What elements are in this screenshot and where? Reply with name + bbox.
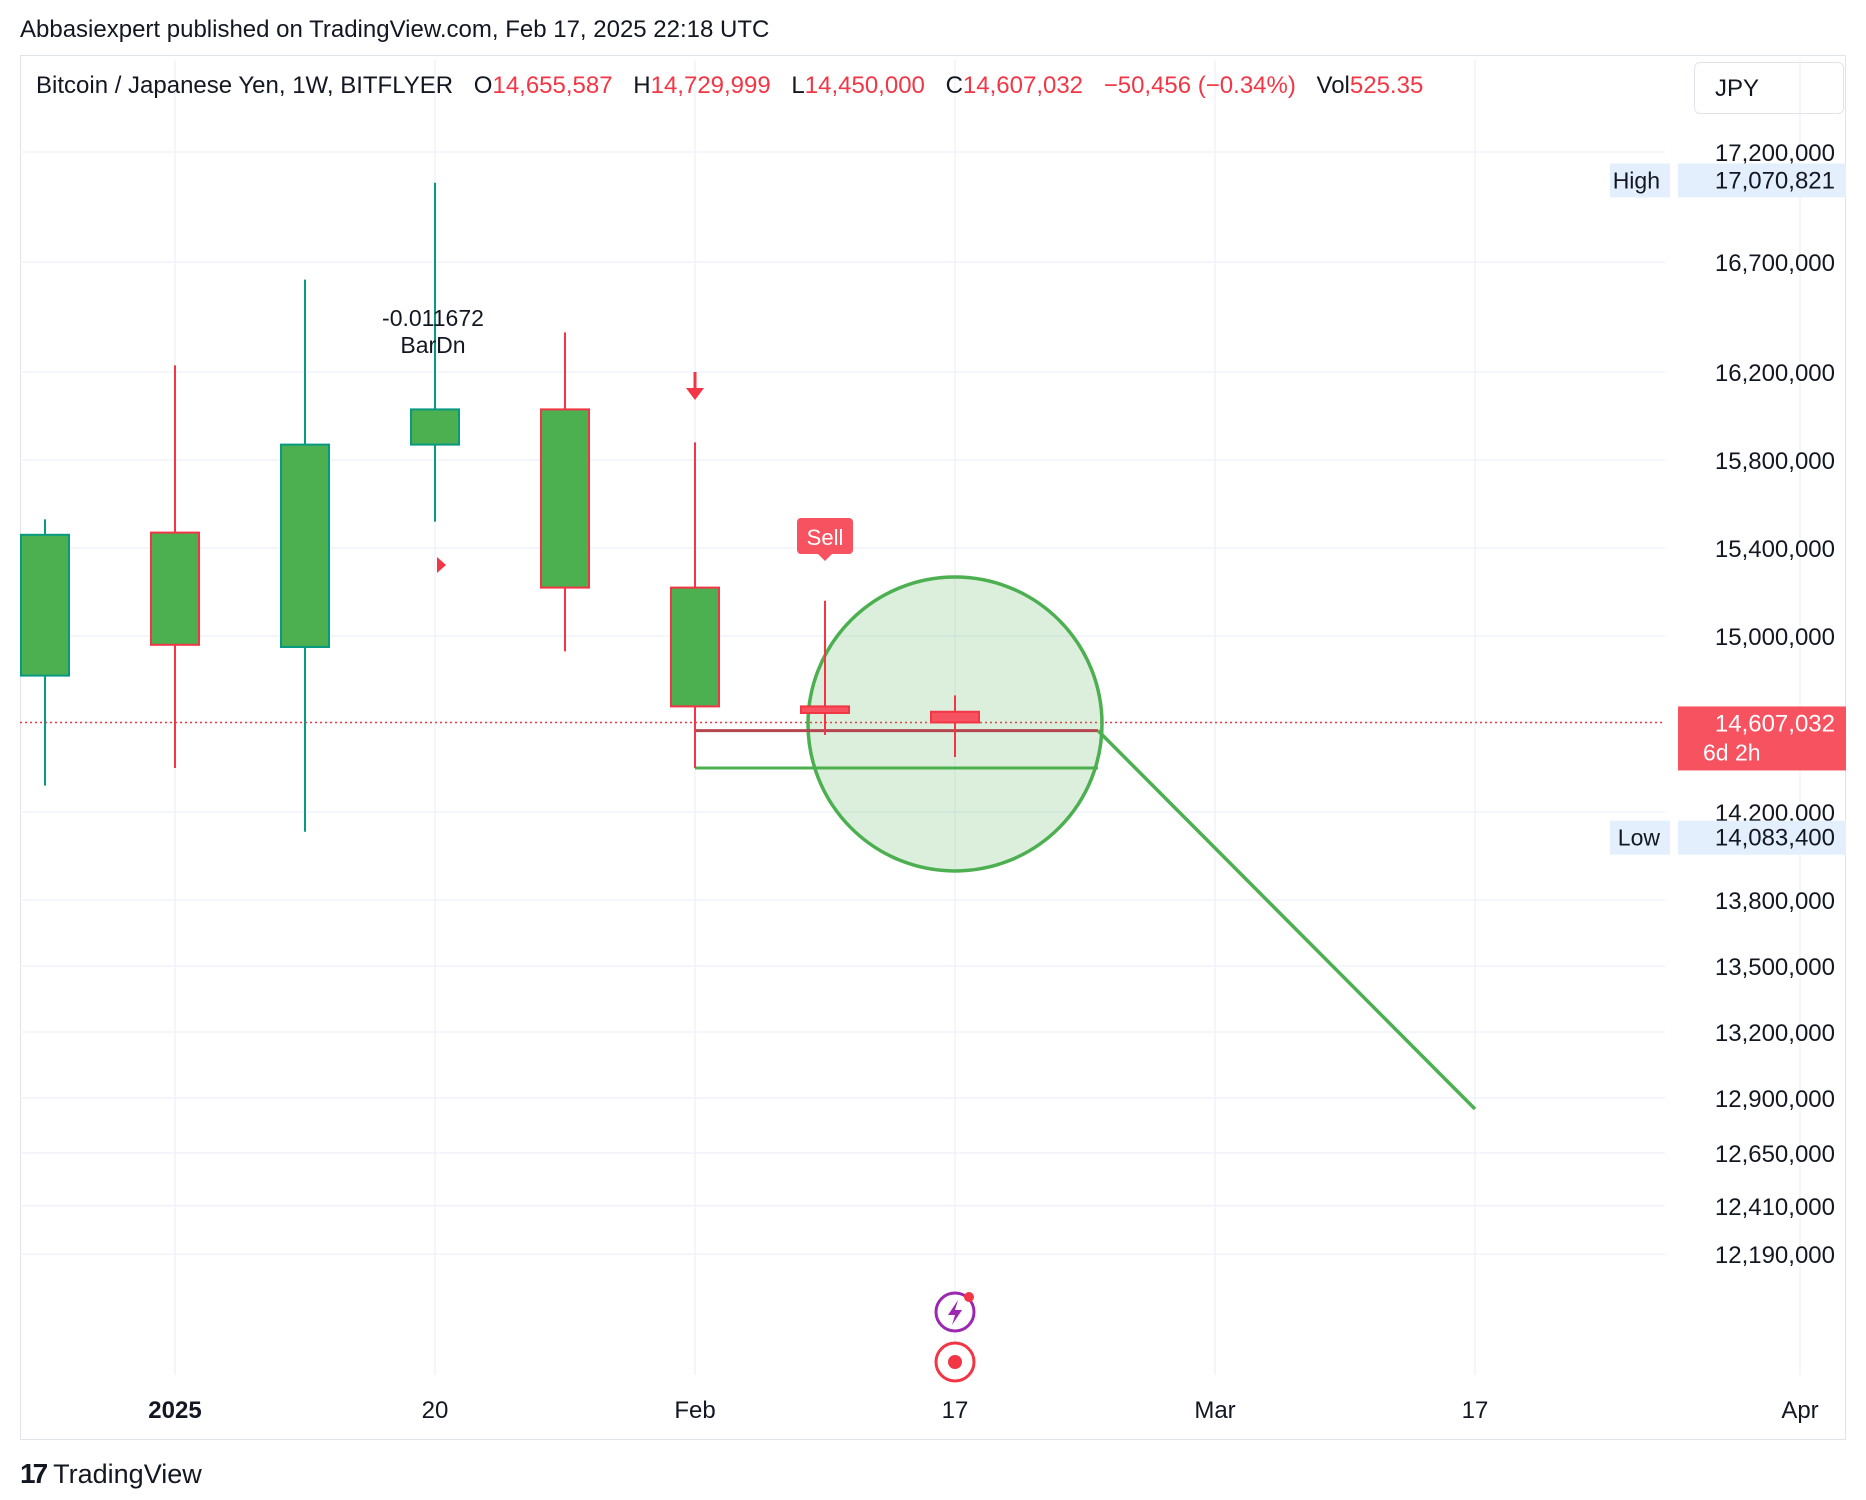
last-price-badge — [1678, 706, 1846, 771]
symbol-name: Bitcoin / Japanese Yen, 1W, BITFLYER — [36, 72, 454, 99]
high-marker-value: 17,070,821 — [1715, 167, 1835, 194]
publisher-line: Abbasiexpert published on TradingView.co… — [20, 16, 770, 43]
high-marker-value-bg — [1678, 163, 1846, 198]
candle-body — [540, 408, 590, 589]
candle-body — [930, 710, 980, 724]
price-axis: 17,200,000 16,700,000 16,200,000 15,800,000… — [1715, 140, 1835, 1269]
time-tick-label: Mar — [1194, 1397, 1235, 1424]
low-value: 14,450,000 — [804, 72, 925, 99]
close-label: C — [945, 72, 963, 99]
symbol-legend: Bitcoin / Japanese Yen, 1W, BITFLYER O14… — [36, 72, 1423, 100]
time-tick-label: 17 — [942, 1397, 969, 1424]
price-tick-label: 13,800,000 — [1715, 888, 1835, 915]
high-marker-label-bg — [1610, 163, 1670, 198]
time-tick-label: 2025 — [148, 1397, 201, 1424]
countdown-value: 6d 2h — [1703, 739, 1761, 765]
price-tick-label: 17,200,000 — [1715, 140, 1835, 167]
price-tick-label: 16,200,000 — [1715, 360, 1835, 387]
signal-marker-icon — [437, 557, 446, 573]
high-marker-label: High — [1613, 167, 1660, 193]
sell-label: Sell — [807, 525, 844, 550]
tradingview-name: TradingView — [53, 1458, 202, 1489]
open-label: O — [473, 72, 493, 99]
notification-dot-icon — [964, 1292, 974, 1302]
bar-down-arrowhead-icon — [686, 388, 704, 400]
low-marker-value-bg — [1678, 820, 1846, 855]
change-value: −50,456 (−0.34%) — [1103, 72, 1296, 99]
chart-grid — [20, 60, 1801, 1375]
sell-label-bg — [797, 518, 853, 554]
low-marker-label-bg — [1610, 820, 1670, 855]
high-label: H — [633, 72, 651, 99]
low-marker-label: Low — [1618, 825, 1661, 851]
sell-label-pointer — [818, 554, 832, 561]
price-tick-label: 15,000,000 — [1715, 624, 1835, 651]
price-tick-label: 12,650,000 — [1715, 1141, 1835, 1168]
time-tick-label: 20 — [422, 1397, 449, 1424]
open-value: 14,655,587 — [492, 72, 613, 99]
tradingview-brand[interactable]: 17 TradingView — [20, 1458, 202, 1490]
price-tick-label: 15,400,000 — [1715, 536, 1835, 563]
candle-body — [20, 533, 70, 677]
low-marker-value: 14,083,400 — [1715, 825, 1835, 852]
time-tick-label: Feb — [674, 1397, 715, 1424]
record-dot-icon — [948, 1355, 962, 1369]
price-tick-label: 13,200,000 — [1715, 1020, 1835, 1047]
price-tick-label: 13,500,000 — [1715, 954, 1835, 981]
price-tick-label: 16,700,000 — [1715, 250, 1835, 277]
close-value: 14,607,032 — [962, 72, 1084, 99]
projection-line — [1096, 729, 1477, 1111]
price-tick-label: 12,900,000 — [1715, 1086, 1835, 1113]
candle-body — [150, 531, 200, 646]
time-tick-label: Apr — [1781, 1397, 1818, 1424]
volume-value: 525.35 — [1349, 72, 1424, 99]
candle-body — [280, 443, 330, 648]
volume-label: Vol — [1316, 72, 1350, 99]
time-tick-label: 17 — [1462, 1397, 1489, 1424]
candle-body — [800, 705, 850, 715]
last-price-value: 14,607,032 — [1715, 710, 1835, 737]
chart-candles — [20, 182, 980, 832]
high-value: 14,729,999 — [650, 72, 771, 99]
price-tick-label: 12,190,000 — [1715, 1242, 1835, 1269]
time-axis: 202520Feb17Mar17Apr21May19Jun16 — [148, 1397, 1818, 1424]
price-tick-label: 15,800,000 — [1715, 448, 1835, 475]
bar-change-value: -0.011672 — [382, 305, 484, 331]
candle-body — [410, 408, 460, 446]
price-tick-label: 12,410,000 — [1715, 1194, 1835, 1221]
chart-drawings — [695, 575, 1477, 1111]
currency-button[interactable]: JPY — [1694, 62, 1844, 114]
lightning-bolt-icon — [948, 1300, 962, 1325]
low-label: L — [791, 72, 805, 99]
candle-body — [670, 586, 720, 708]
bar-down-label: BarDn — [400, 332, 465, 358]
tradingview-logo-icon: 17 — [20, 1458, 48, 1489]
